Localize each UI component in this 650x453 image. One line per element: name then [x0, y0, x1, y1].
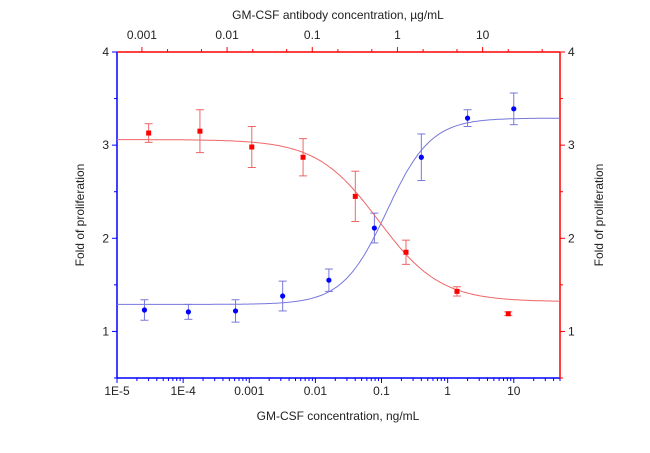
data-point	[511, 106, 517, 112]
data-point	[418, 154, 424, 160]
left-tick-label: 1	[102, 324, 109, 338]
left-axis-title: Fold of proliferation	[73, 164, 87, 267]
data-point	[197, 128, 203, 134]
right-tick-label: 3	[568, 138, 575, 152]
bottom-axis-title: GM-CSF concentration, ng/mL	[257, 409, 420, 423]
bottom-tick-label: 1	[444, 384, 451, 398]
data-point	[326, 277, 332, 283]
data-point	[464, 115, 471, 121]
data-point	[232, 308, 239, 314]
right-tick-label: 2	[568, 231, 575, 245]
bottom-tick-label: 1E-5	[104, 384, 130, 398]
top-tick-label: 1	[394, 28, 401, 42]
bottom-tick-label: 0.001	[234, 384, 264, 398]
data-point	[371, 225, 377, 231]
data-point	[352, 193, 358, 199]
bottom-series-fit-curve	[117, 117, 560, 305]
right-tick-label: 4	[568, 45, 575, 59]
top-tick-label: 0.01	[215, 28, 239, 42]
data-point	[249, 144, 255, 150]
data-point	[141, 307, 148, 313]
top-tick-label: 0.001	[127, 28, 157, 42]
data-point	[505, 311, 511, 317]
data-point	[146, 130, 152, 136]
top-tick-label: 0.1	[304, 28, 321, 42]
bottom-tick-label: 10	[507, 384, 521, 398]
data-point	[403, 249, 409, 255]
bottom-tick-label: 0.1	[373, 384, 390, 398]
data-point	[454, 288, 460, 294]
top-axis-title: GM-CSF antibody concentration, µg/mL	[232, 8, 444, 22]
top-tick-label: 10	[476, 28, 490, 42]
right-axis-title: Fold of proliferation	[592, 164, 606, 267]
right-tick-label: 1	[568, 324, 575, 338]
left-tick-label: 3	[102, 138, 109, 152]
left-tick-label: 4	[102, 45, 109, 59]
bottom-tick-label: 1E-4	[170, 384, 196, 398]
data-point	[280, 293, 286, 299]
bottom-tick-label: 0.01	[304, 384, 328, 398]
data-point	[300, 154, 306, 160]
data-point	[185, 309, 191, 315]
left-tick-label: 2	[102, 231, 109, 245]
top-series-fit-curve	[117, 139, 560, 302]
